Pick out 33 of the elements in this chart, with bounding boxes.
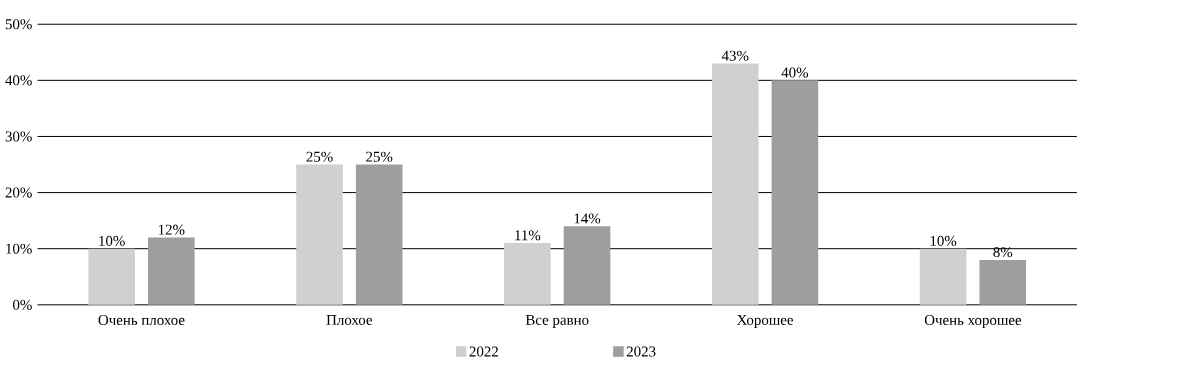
x-tick-label: Хорошее — [736, 315, 794, 329]
data-label: 43% — [721, 50, 749, 61]
bar — [919, 248, 967, 305]
data-label: 10% — [930, 235, 957, 247]
bar — [563, 226, 611, 305]
data-label: 12% — [158, 224, 185, 235]
y-tick-label: 40% — [5, 75, 32, 86]
data-label: 25% — [306, 151, 333, 162]
bar — [711, 63, 759, 305]
bar — [979, 260, 1027, 305]
x-tick-label: Очень хорошее — [924, 315, 1022, 329]
y-tick-label: 10% — [6, 243, 32, 254]
data-label: 10% — [99, 235, 125, 247]
bar — [88, 248, 135, 305]
legend-label: 2023 — [626, 346, 656, 357]
data-label: 25% — [366, 151, 393, 162]
x-tick-label: Все равно — [525, 315, 589, 329]
bar — [771, 80, 819, 305]
bar — [504, 243, 551, 305]
bar — [355, 164, 403, 305]
data-label: 40% — [781, 67, 809, 78]
y-tick-label: 50% — [5, 19, 32, 30]
y-tick-label: 30% — [5, 131, 32, 142]
data-label: 14% — [574, 213, 601, 224]
y-tick-label: 0% — [13, 299, 32, 310]
data-label: 8% — [993, 247, 1013, 258]
bar — [148, 237, 195, 305]
y-tick-label: 20% — [5, 187, 32, 198]
legend-label: 2022 — [469, 346, 498, 357]
x-tick-label: Очень плохое — [98, 315, 185, 326]
bar — [296, 164, 343, 305]
data-label: 11% — [515, 230, 541, 241]
x-tick-label: Плохое — [326, 315, 373, 326]
